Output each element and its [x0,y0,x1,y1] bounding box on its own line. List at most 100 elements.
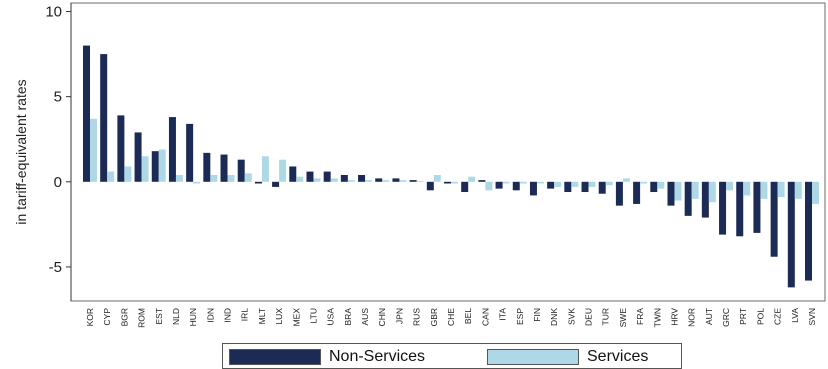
bar-non-services-aus [358,174,366,182]
x-tick-label: LVA [790,308,800,323]
x-tick-label: CYP [102,308,112,326]
bar-non-services-svk [564,181,572,193]
x-tick-label: USA [326,308,336,326]
x-tick-label: HRV [669,308,679,326]
bar-services-ita [502,181,510,184]
legend-swatch-services [487,349,579,365]
bar-non-services-mlt [254,181,262,184]
x-tick-label: NLD [171,308,181,325]
bar-non-services-bgr [117,115,125,182]
bar-non-services-hrv [667,181,675,206]
bar-services-usa [330,178,338,182]
bar-services-tur [605,181,613,186]
bar-services-nor [691,181,699,199]
x-tick-label: BRA [343,308,353,326]
legend-label-non-services: Non-Services [329,348,426,365]
bar-non-services-hun [186,123,194,182]
x-tick-label: ROM [137,308,147,328]
bar-services-aut [708,181,716,203]
bar-services-jpn [399,180,407,182]
bar-non-services-nld [168,117,176,182]
bar-non-services-fin [529,181,537,196]
x-tick-label: PRT [738,308,748,325]
bar-services-dnk [554,181,562,187]
x-tick-label: IND [223,308,233,323]
x-tick-label: ITA [498,308,508,321]
bar-non-services-tur [598,181,606,194]
y-axis-ticks: 10 5 0 -5 [45,4,71,276]
bar-non-services-svn [805,181,812,281]
x-tick-label: CHN [377,308,387,326]
x-tick-label: AUS [360,308,370,326]
x-tick-label: JPN [394,308,404,324]
x-tick-label: LTU [308,308,318,323]
bar-non-services-che [444,181,451,184]
x-tick-label: AUT [704,308,714,325]
legend-item-services: Services [487,348,648,366]
bar-non-services-esp [512,181,520,191]
bar-non-services-ita [495,181,503,189]
bar-services-rus [416,180,424,182]
bar-services-lux [279,159,287,182]
bar-non-services-fra [633,181,641,204]
bar-services-prt [743,181,751,196]
bar-services-chn [382,180,390,182]
bar-services-cze [777,181,785,198]
bar-non-services-kor [83,45,90,182]
bar-services-hun [193,181,201,184]
bar-non-services-gbr [426,181,434,191]
legend-label-services: Services [587,348,649,365]
x-tick-label: TWN [652,308,662,327]
bar-services-ind [227,174,235,182]
bar-non-services-cze [770,181,778,257]
bar-non-services-cyp [100,54,108,182]
x-tick-label: IRL [240,308,250,322]
bar-services-bel [468,176,476,182]
x-tick-label: EST [154,308,164,325]
bar-services-gbr [433,174,441,182]
bar-services-irl [244,173,252,182]
x-tick-label: POL [755,308,765,325]
bar-services-bra [347,180,355,182]
bar-non-services-lux [272,181,280,187]
x-tick-label: IDN [205,308,215,323]
y-axis-title: in tariff-equivalent rates [13,79,29,224]
legend: Non-Services Services [222,343,682,369]
x-tick-label: CHE [446,308,456,326]
bar-non-services-ind [220,154,228,182]
bar-non-services-jpn [392,178,400,182]
x-tick-label: DNK [549,308,559,326]
x-tick-label: FRA [635,308,645,325]
bar-services-nld [175,174,183,182]
x-tick-label: ESP [515,308,525,325]
bar-non-services-ltu [306,171,314,182]
bar-services-grc [726,181,734,191]
bar-services-ltu [313,178,321,182]
bar-non-services-lva [787,181,795,288]
bar-services-svn [812,181,819,204]
bar-non-services-grc [719,181,727,235]
bar-non-services-deu [581,181,589,193]
bar-services-aus [365,180,373,182]
x-tick-label: RUS [412,308,422,326]
y-tick-label: -5 [49,259,62,276]
bar-services-rom [141,156,149,182]
bar-services-che [451,181,458,184]
x-tick-label: SVN [807,308,817,325]
bar-services-fin [536,181,544,184]
x-tick-label: CAN [480,308,490,326]
y-tick-label: 5 [54,89,62,106]
bar-non-services-nor [684,181,692,216]
x-tick-label: HUN [188,308,198,326]
bar-non-services-irl [237,159,245,182]
x-tick-label: KOR [85,308,95,326]
legend-item-non-services: Non-Services [229,348,425,366]
bar-services-hrv [674,181,682,201]
bar-services-mex [296,176,304,182]
bar-non-services-pol [753,181,761,233]
x-tick-label: BGR [119,308,129,326]
bar-non-services-can [478,180,486,182]
x-tick-label: TUR [601,308,611,325]
x-tick-label: BEL [463,308,473,324]
bar-services-pol [760,181,768,199]
